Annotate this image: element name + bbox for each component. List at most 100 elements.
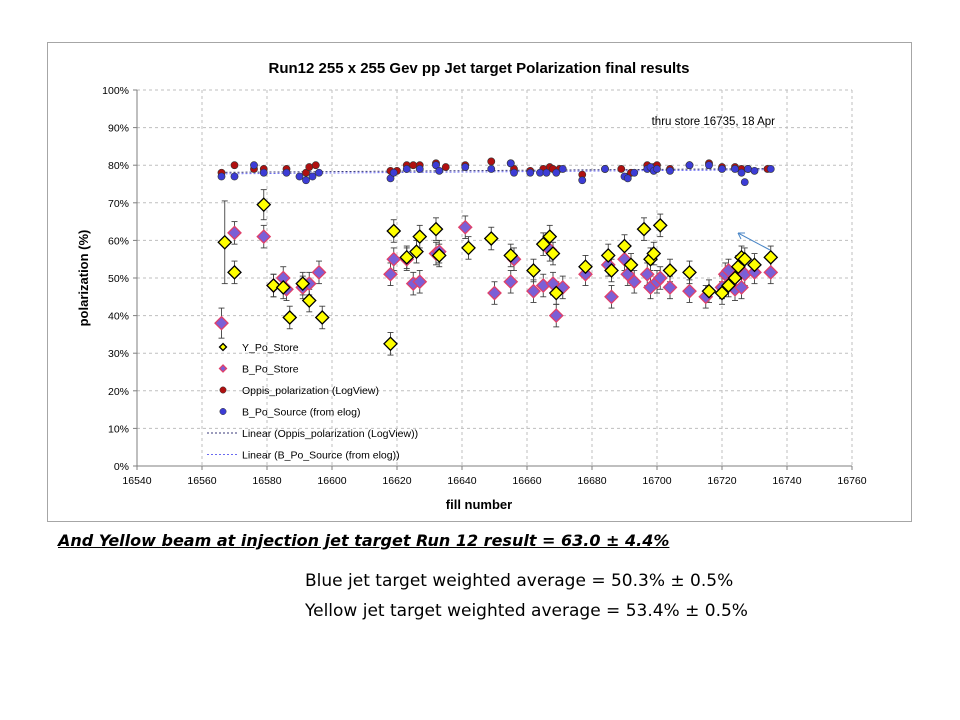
yellow-store-point — [409, 244, 424, 260]
yellow-store-point — [535, 236, 551, 252]
x-tick-label: 16560 — [187, 475, 216, 487]
legend-label: Linear (B_Po_Source (from elog)) — [242, 450, 400, 462]
blue-store-point — [734, 279, 749, 295]
y-tick-label: 30% — [108, 348, 129, 360]
yellow-store-point — [282, 310, 298, 325]
blue-store-point — [662, 279, 678, 295]
y-tick-label: 60% — [108, 235, 129, 247]
chart-frame: Run12 255 x 255 Gev pp Jet target Polari… — [47, 42, 912, 522]
oppis-point — [305, 163, 314, 171]
blue-store-point — [487, 285, 502, 301]
source-point — [536, 168, 544, 177]
oppis-point — [230, 161, 239, 170]
source-point — [415, 165, 424, 173]
oppis-point — [441, 163, 450, 171]
oppis-point — [311, 161, 320, 170]
yellow-store-point — [600, 248, 616, 263]
x-tick-label: 16740 — [772, 475, 801, 487]
source-point — [250, 161, 258, 170]
blue-store-point — [412, 274, 428, 290]
source-point — [526, 168, 535, 177]
yellow-store-point — [503, 248, 519, 263]
blue-store-point — [526, 283, 541, 299]
y-axis-label: polarization (%) — [76, 230, 91, 327]
source-point — [295, 172, 304, 181]
yellow-store-point — [399, 249, 415, 265]
y-tick-label: 10% — [108, 423, 129, 435]
source-point — [230, 172, 239, 181]
legend-label: Oppis_polarization (LogView) — [242, 385, 379, 397]
yellow-store-point — [646, 246, 662, 261]
yellow-store-point — [737, 251, 753, 267]
y-tick-label: 20% — [108, 386, 129, 398]
source-point — [315, 168, 323, 177]
y-tick-label: 100% — [102, 85, 129, 97]
legend-label: B_Po_Store — [242, 364, 299, 376]
source-point — [461, 163, 470, 171]
yellow-store-point — [652, 217, 668, 233]
x-axis-label: fill number — [446, 497, 512, 512]
source-point — [282, 168, 291, 177]
source-point — [506, 159, 515, 168]
source-point — [630, 168, 639, 177]
source-point — [750, 166, 759, 175]
yellow-store-point — [548, 285, 564, 301]
annotation-arrowhead — [737, 232, 745, 240]
legend-oppis-marker — [219, 386, 227, 394]
legend-label: B_Po_Source (from elog) — [242, 407, 360, 419]
source-point — [718, 165, 726, 173]
source-point — [731, 165, 739, 173]
yellow-store-point — [714, 285, 730, 301]
yellow-store-point — [295, 276, 311, 292]
source-point — [259, 168, 268, 177]
blue-weighted-average: Blue jet target weighted average = 50.3%… — [305, 571, 734, 591]
blue-store-point — [457, 219, 473, 235]
yellow-store-point — [682, 264, 697, 280]
blue-store-point — [747, 264, 762, 280]
yellow-store-point — [545, 246, 561, 261]
x-tick-label: 16640 — [447, 475, 476, 487]
injection-result-note: And Yellow beam at injection jet target … — [58, 531, 670, 550]
source-point — [552, 168, 561, 177]
source-point — [510, 168, 518, 177]
chart-title: Run12 255 x 255 Gev pp Jet target Polari… — [269, 60, 690, 77]
yellow-store-point — [526, 263, 541, 278]
x-tick-label: 16540 — [122, 475, 151, 487]
source-point — [542, 168, 551, 177]
blue-store-point — [626, 274, 642, 290]
legend-label: Linear (Oppis_polarization (LogView)) — [242, 428, 418, 440]
blue-store-point — [503, 274, 519, 290]
yellow-store-point — [763, 249, 779, 265]
yellow-store-point — [431, 248, 447, 263]
yellow-store-point — [747, 257, 762, 273]
source-point — [558, 165, 567, 173]
yellow-store-point — [483, 231, 499, 246]
y-tick-label: 70% — [108, 198, 129, 210]
blue-store-point — [214, 315, 229, 331]
yellow-store-point — [604, 263, 619, 278]
yellow-store-point — [623, 257, 639, 273]
source-point — [740, 178, 749, 187]
yellow-store-point — [227, 264, 242, 280]
blue-store-point — [639, 266, 655, 282]
legend-source-marker — [219, 408, 227, 415]
source-point — [578, 176, 587, 185]
oppis-point — [487, 157, 496, 166]
trend-line-oppis — [221, 168, 771, 173]
yellow-store-point — [412, 229, 428, 245]
yellow-store-point — [275, 279, 291, 295]
y-tick-label: 80% — [108, 160, 129, 172]
blue-store-point — [763, 264, 779, 280]
x-tick-label: 16700 — [642, 475, 671, 487]
oppis-point — [409, 161, 418, 170]
source-point — [766, 165, 775, 173]
yellow-store-point — [701, 283, 717, 299]
blue-store-point — [383, 266, 398, 282]
yellow-store-point — [636, 221, 652, 237]
source-point — [623, 174, 632, 183]
blue-store-point — [578, 266, 593, 282]
source-point — [653, 165, 661, 173]
source-point — [666, 166, 674, 175]
source-point — [737, 168, 746, 177]
x-tick-label: 16580 — [252, 475, 281, 487]
